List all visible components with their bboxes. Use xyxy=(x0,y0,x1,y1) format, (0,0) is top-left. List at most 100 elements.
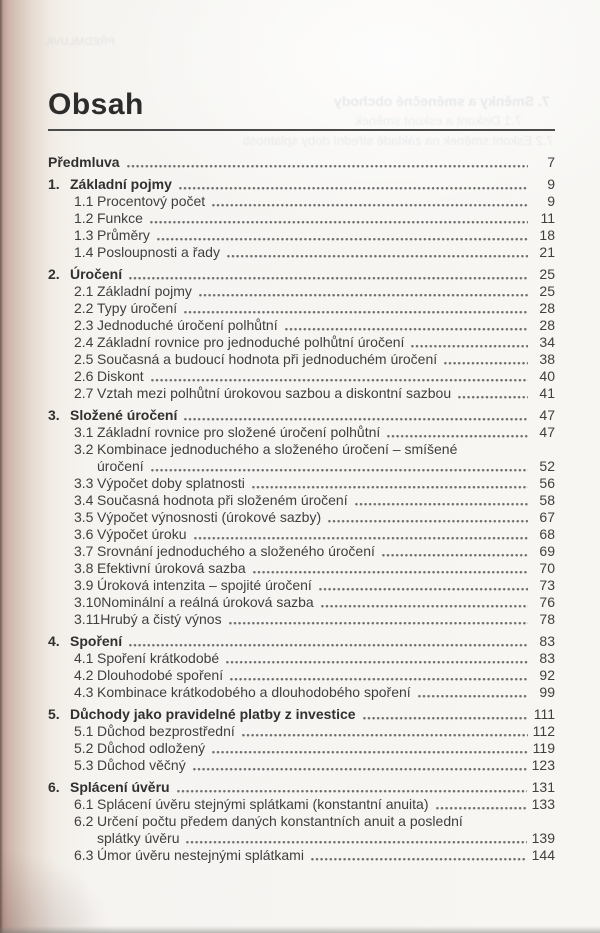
toc-entry-label: Posloupnosti a řady xyxy=(97,244,220,260)
toc-entry-page: 52 xyxy=(539,458,555,474)
page-spine-shadow xyxy=(0,0,48,933)
toc-entry-number: 3.3 xyxy=(74,475,94,491)
toc-entry-number: 3.5 xyxy=(74,509,94,525)
dot-leader xyxy=(320,604,528,608)
toc-entry-label: Současná hodnota při složeném úročení xyxy=(97,492,348,508)
toc-entry-number: 4.3 xyxy=(74,684,94,700)
toc-entry-page: 40 xyxy=(539,368,555,384)
toc-entry-page: 119 xyxy=(532,740,555,756)
toc-entry: 1.2 Funkce 11 xyxy=(48,210,555,227)
toc-entry: 2.5 Současná a budoucí hodnota při jednod… xyxy=(48,351,555,368)
toc-entry-number: 3. xyxy=(48,407,60,423)
toc-entry-page: 25 xyxy=(539,283,555,299)
toc-entry: 3.9 Úroková intenzita – spojité úročení 73 xyxy=(48,577,555,594)
toc-entry-label: Úmor úvěru nestejnými splátkami xyxy=(97,847,304,863)
toc-entry-continuation: úročení 52 xyxy=(48,458,555,475)
toc-entry-label: Důchod bezprostřední xyxy=(97,723,235,739)
toc-entry: 2.2 Typy úročení 28 xyxy=(48,300,555,317)
toc-entry-label: Jednoduché úročení polhůtní xyxy=(97,317,278,333)
dot-leader xyxy=(176,789,527,793)
toc-content: Obsah Předmluva 7 1. Základní pojmy 9 1.1 Proc… xyxy=(48,88,555,864)
dot-leader xyxy=(156,237,528,241)
dot-leader xyxy=(362,716,528,720)
toc-entry-page: 7 xyxy=(547,154,555,170)
toc-entry: 4.3 Kombinace krátkodobého a dlouhodobého… xyxy=(48,684,555,701)
dot-leader xyxy=(184,310,528,314)
dot-leader xyxy=(328,519,528,523)
dot-leader xyxy=(251,485,528,489)
toc-entry: 5. Důchody jako pravidelné platby z inves… xyxy=(48,706,555,723)
toc-entry: 1.3 Průměry 18 xyxy=(48,227,555,244)
toc-entry-page: 38 xyxy=(539,351,555,367)
toc-entry-page: 99 xyxy=(539,684,555,700)
toc-entry-label: Splácení úvěru stejnými splátkami (konst… xyxy=(97,796,429,812)
toc-entry-label: Vztah mezi polhůtní úrokovou sazbou a di… xyxy=(97,385,452,401)
toc-entry-page: 9 xyxy=(547,176,555,192)
toc-entry: 3.5 Výpočet výnosnosti (úrokové sazby) 67 xyxy=(48,509,555,526)
toc-entry: 2.4 Základní rovnice pro jednoduché polhů… xyxy=(48,334,555,351)
dot-leader xyxy=(193,536,528,540)
dot-leader xyxy=(226,660,528,664)
toc-entry: 3.6 Výpočet úroku 68 xyxy=(48,526,555,543)
toc-entry-number: 4.2 xyxy=(74,667,94,683)
toc-entry: 6.1 Splácení úvěru stejnými splátkami (ko… xyxy=(48,796,555,813)
toc-entry-page: 18 xyxy=(539,227,555,243)
toc-entry-label: Hrubý a čistý výnos xyxy=(100,611,222,627)
toc-entry-number: 3.6 xyxy=(74,526,94,542)
dot-leader xyxy=(310,857,527,861)
toc-entry-label: Výpočet doby splatnosti xyxy=(97,475,245,491)
toc-entry-label: Určení počtu předem daných konstantních … xyxy=(97,813,463,829)
toc-entry-page: 34 xyxy=(539,334,555,350)
toc-entry-number: 1.1 xyxy=(74,193,94,209)
toc-entry-label: Důchod věčný xyxy=(97,757,186,773)
toc-entry: 4.2 Dlouhodobé spoření 92 xyxy=(48,667,555,684)
dot-leader xyxy=(228,621,528,625)
toc-entry-page: 28 xyxy=(539,317,555,333)
dot-leader xyxy=(354,502,528,506)
toc-entry-number: 3.11 xyxy=(74,611,101,627)
dot-leader xyxy=(387,434,528,438)
title-rule xyxy=(48,129,555,131)
dot-leader xyxy=(230,677,528,681)
dot-leader xyxy=(149,220,528,224)
dot-leader xyxy=(186,840,527,844)
toc-entry: 3.11 Hrubý a čistý výnos 78 xyxy=(48,611,555,628)
toc-entry-label: Kombinace jednoduchého a složeného úroče… xyxy=(97,441,458,457)
toc-entry-number: 4. xyxy=(48,633,60,649)
toc-entry-page: 47 xyxy=(539,407,555,423)
dot-leader xyxy=(241,733,528,737)
toc-entry: 4. Spoření 83 xyxy=(48,633,555,650)
toc-entry-page: 58 xyxy=(539,492,555,508)
dot-leader xyxy=(458,395,528,399)
toc-entry: 6. Splácení úvěru 131 xyxy=(48,779,555,796)
toc-entry-number: 2.6 xyxy=(74,368,94,384)
toc-entry-page: 41 xyxy=(539,385,555,401)
page-title: Obsah xyxy=(48,88,144,121)
dot-leader xyxy=(129,276,528,280)
toc-entry-label: splátky úvěru xyxy=(97,830,180,846)
bleed-through-text: PŘEDMLUVA xyxy=(46,36,115,48)
toc-entry-page: 25 xyxy=(539,266,555,282)
toc-entry-page: 73 xyxy=(539,577,555,593)
toc-entry-number: 6.1 xyxy=(74,796,94,812)
toc-entry: 3. Složené úročení 47 xyxy=(48,407,555,424)
dot-leader xyxy=(252,570,528,574)
toc-entry-number: 3.2 xyxy=(74,441,94,457)
dot-leader xyxy=(192,767,527,771)
toc-entry-label: Důchody jako pravidelné platby z investi… xyxy=(70,706,356,722)
toc-entry-page: 28 xyxy=(539,300,555,316)
dot-leader xyxy=(284,327,528,331)
dot-leader xyxy=(212,203,528,207)
toc-entry-label: Procentový počet xyxy=(97,193,206,209)
toc-entry: 2.6 Diskont 40 xyxy=(48,368,555,385)
dot-leader xyxy=(150,378,528,382)
toc-entry-number: 3.1 xyxy=(74,424,94,440)
toc-entry-label: Kombinace krátkodobého a dlouhodobého sp… xyxy=(97,684,411,700)
toc-entry-label: Výpočet výnosnosti (úrokové sazby) xyxy=(97,509,322,525)
toc-entry-page: 9 xyxy=(547,193,555,209)
toc-entry-page: 11 xyxy=(540,210,555,226)
toc-entry-number: 2.2 xyxy=(74,300,94,316)
dot-leader xyxy=(126,164,528,168)
dot-leader xyxy=(184,417,528,421)
